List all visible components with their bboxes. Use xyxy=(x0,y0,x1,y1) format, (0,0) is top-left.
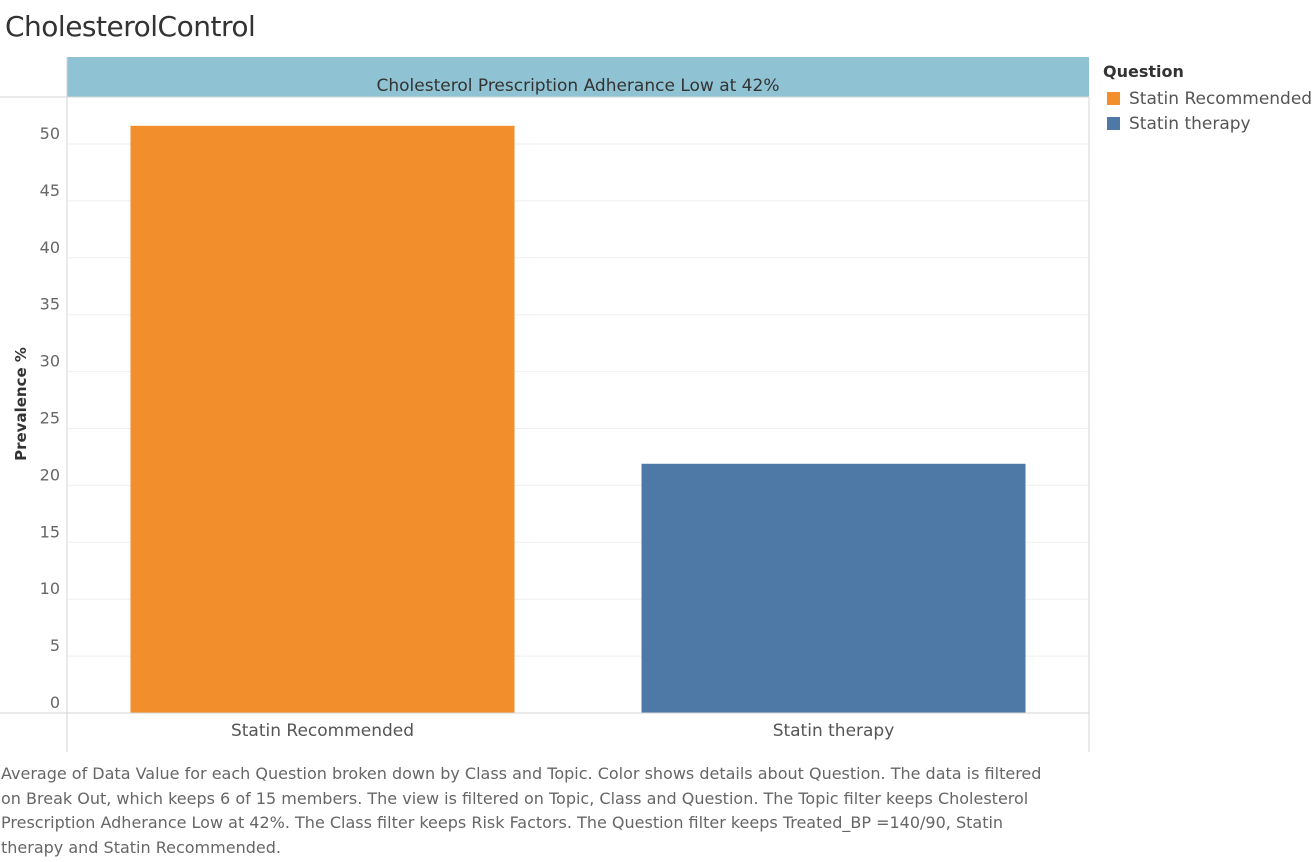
y-tick-label: 20 xyxy=(40,465,60,484)
y-tick-label: 35 xyxy=(40,295,60,314)
x-tick-label: Statin therapy xyxy=(773,721,895,741)
y-tick-label: 45 xyxy=(40,181,60,200)
x-tick-labels: Statin Recommended Statin therapy xyxy=(231,721,894,741)
bar-statin-recommended[interactable] xyxy=(130,125,515,714)
y-tick-label: 5 xyxy=(50,636,60,655)
bars xyxy=(130,125,1026,714)
legend-label: Statin therapy xyxy=(1129,113,1251,134)
y-tick-label: 0 xyxy=(50,693,60,712)
legend-swatch-statin-recommended xyxy=(1107,92,1120,105)
y-tick-label: 50 xyxy=(40,124,60,143)
y-tick-label: 15 xyxy=(40,522,60,541)
y-tick-label: 10 xyxy=(40,579,60,598)
legend-item-statin-recommended[interactable]: Statin Recommended xyxy=(1103,86,1312,111)
y-tick-labels: 0 5 10 15 20 25 30 35 40 45 50 xyxy=(40,124,60,712)
legend-title: Question xyxy=(1103,62,1184,81)
page-title: CholesterolControl xyxy=(5,10,256,43)
legend-label: Statin Recommended xyxy=(1129,88,1313,109)
y-axis-label: Prevalence % xyxy=(12,347,30,461)
legend: Question Statin Recommended Statin thera… xyxy=(1103,62,1312,136)
x-tick-label: Statin Recommended xyxy=(231,721,414,741)
y-tick-label: 25 xyxy=(40,409,60,428)
panel-header-label: Cholesterol Prescription Adherance Low a… xyxy=(377,76,780,96)
y-tick-label: 40 xyxy=(40,238,60,257)
legend-swatch-statin-therapy xyxy=(1107,117,1120,130)
panel-header-band xyxy=(67,57,1089,97)
chart-caption: Average of Data Value for each Question … xyxy=(1,764,1042,857)
y-tick-label: 30 xyxy=(40,352,60,371)
bar-chart: Cholesterol Prescription Adherance Low a… xyxy=(0,57,1090,752)
legend-item-statin-therapy[interactable]: Statin therapy xyxy=(1103,111,1312,136)
bar-statin-therapy[interactable] xyxy=(641,463,1026,713)
